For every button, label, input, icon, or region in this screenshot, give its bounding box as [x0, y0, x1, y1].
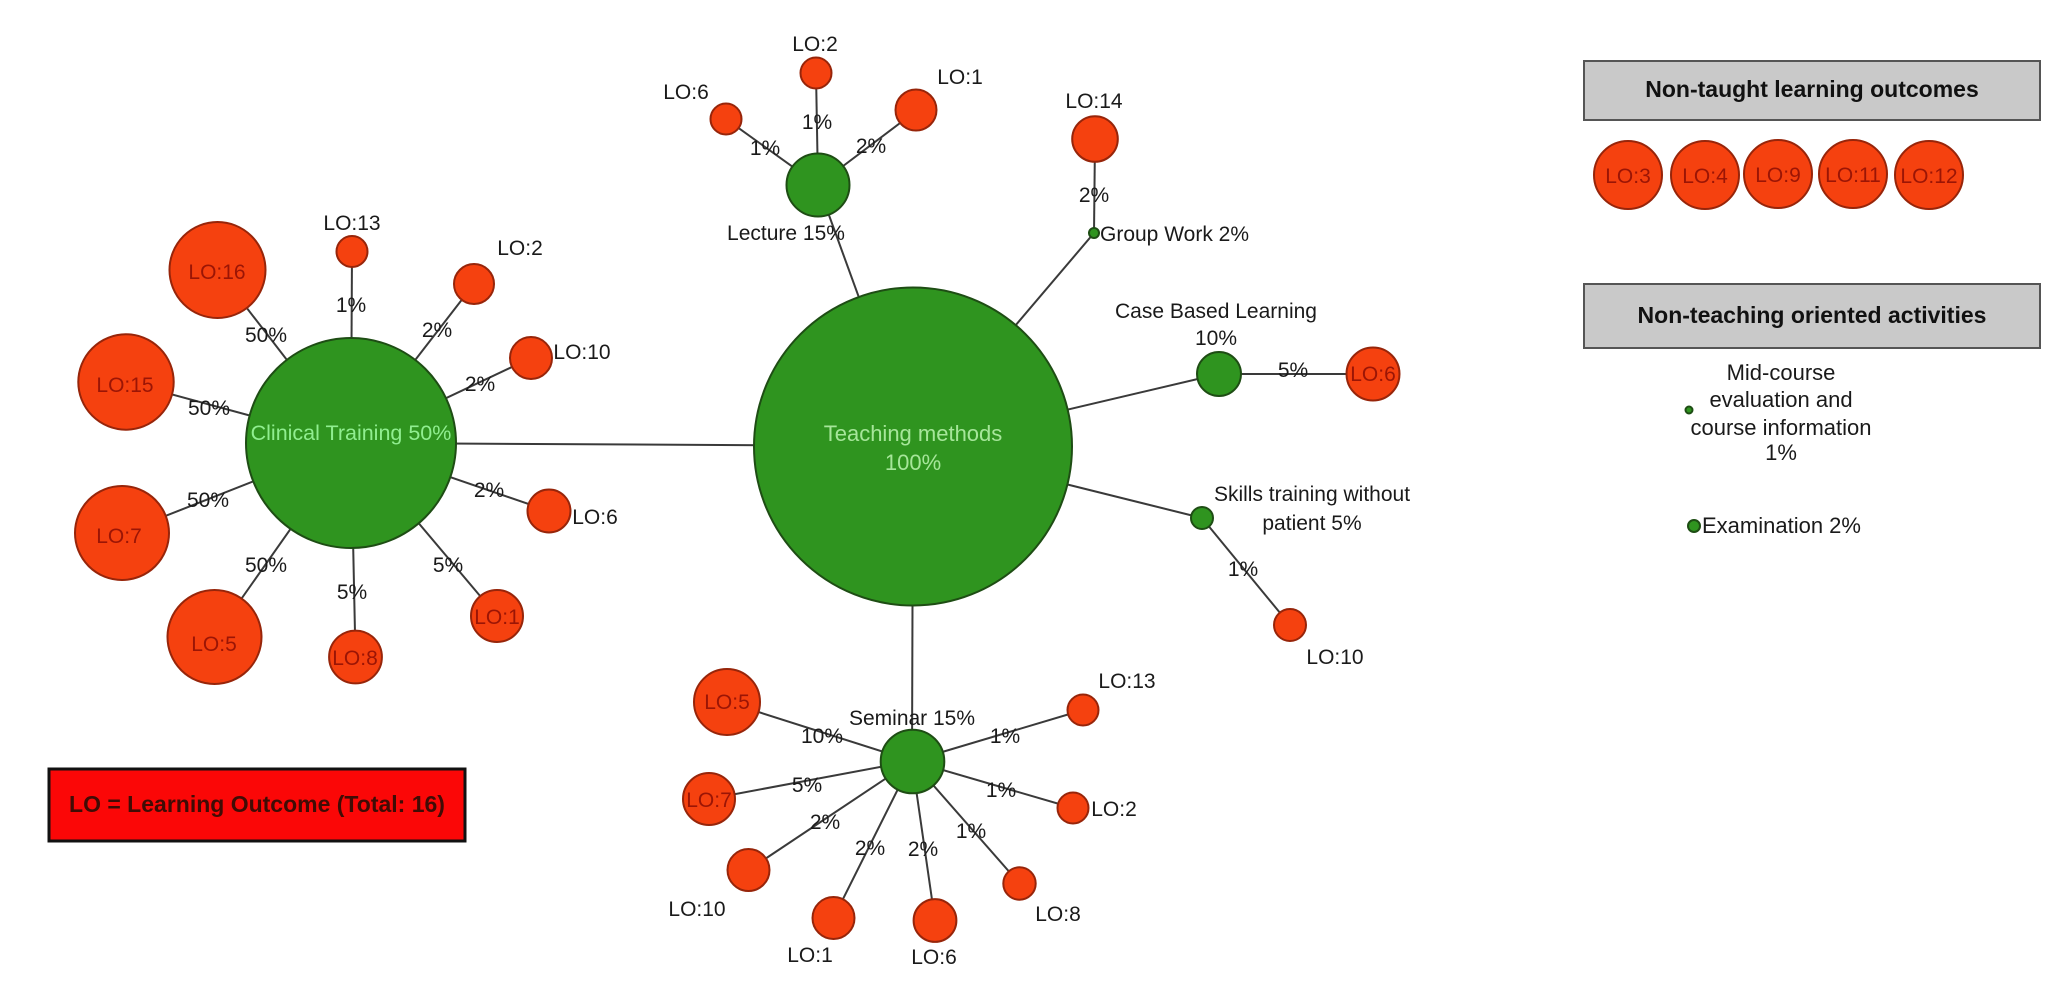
svg-text:course information: course information [1691, 415, 1872, 440]
svg-text:1%: 1% [750, 137, 780, 160]
svg-text:LO:1: LO:1 [787, 944, 833, 967]
svg-text:Examination 2%: Examination 2% [1702, 513, 1861, 538]
svg-text:LO:1: LO:1 [937, 66, 983, 89]
svg-text:LO:10: LO:10 [668, 898, 725, 921]
svg-text:LO:5: LO:5 [704, 691, 750, 714]
svg-text:LO:10: LO:10 [553, 341, 610, 364]
svg-text:2%: 2% [908, 838, 938, 861]
svg-text:1%: 1% [1765, 440, 1797, 465]
svg-text:LO:16: LO:16 [188, 261, 245, 284]
svg-text:LO:6: LO:6 [1350, 363, 1396, 386]
svg-text:50%: 50% [188, 397, 230, 420]
svg-text:Teaching methods: Teaching methods [824, 421, 1003, 446]
svg-text:Non-teaching oriented activiti: Non-teaching oriented activities [1638, 302, 1987, 328]
svg-text:2%: 2% [855, 837, 885, 860]
svg-text:LO:6: LO:6 [911, 946, 957, 969]
svg-text:Seminar 15%: Seminar 15% [849, 707, 975, 730]
svg-text:patient 5%: patient 5% [1262, 512, 1361, 535]
svg-text:10%: 10% [801, 725, 843, 748]
svg-text:5%: 5% [792, 774, 822, 797]
svg-text:LO:6: LO:6 [663, 81, 709, 104]
svg-text:LO:13: LO:13 [323, 212, 380, 235]
svg-text:LO:10: LO:10 [1306, 646, 1363, 669]
svg-text:50%: 50% [245, 324, 287, 347]
svg-text:LO = Learning Outcome (Total:: LO = Learning Outcome (Total: 16) [69, 791, 445, 817]
svg-text:5%: 5% [1278, 359, 1308, 382]
svg-text:50%: 50% [245, 554, 287, 577]
svg-text:LO:11: LO:11 [1825, 164, 1881, 187]
svg-text:LO:2: LO:2 [1091, 798, 1137, 821]
svg-text:Non-taught learning outcomes: Non-taught learning outcomes [1645, 76, 1979, 102]
svg-text:Group Work 2%: Group Work 2% [1100, 223, 1249, 246]
svg-text:2%: 2% [465, 373, 495, 396]
svg-text:1%: 1% [802, 111, 832, 134]
svg-text:LO:6: LO:6 [572, 506, 618, 529]
svg-text:1%: 1% [1228, 558, 1258, 581]
svg-text:1%: 1% [336, 294, 366, 317]
svg-text:2%: 2% [422, 319, 452, 342]
svg-text:1%: 1% [990, 725, 1020, 748]
svg-text:Mid-course: Mid-course [1727, 360, 1836, 385]
svg-text:LO:1: LO:1 [474, 606, 520, 629]
svg-text:2%: 2% [810, 811, 840, 834]
svg-text:50%: 50% [187, 489, 229, 512]
svg-text:LO:4: LO:4 [1682, 165, 1728, 188]
svg-text:LO:8: LO:8 [1035, 903, 1081, 926]
svg-text:LO:8: LO:8 [332, 647, 378, 670]
svg-text:LO:7: LO:7 [686, 789, 732, 812]
svg-text:1%: 1% [956, 820, 986, 843]
svg-text:5%: 5% [337, 581, 367, 604]
svg-text:LO:3: LO:3 [1605, 165, 1651, 188]
svg-text:LO:9: LO:9 [1755, 164, 1801, 187]
svg-text:Clinical Training 50%: Clinical Training 50% [251, 421, 452, 445]
svg-text:10%: 10% [1195, 327, 1237, 350]
svg-text:LO:13: LO:13 [1098, 670, 1155, 693]
svg-text:LO:2: LO:2 [792, 33, 838, 56]
svg-text:LO:5: LO:5 [191, 633, 237, 656]
svg-text:LO:7: LO:7 [96, 525, 142, 548]
svg-text:LO:2: LO:2 [497, 237, 543, 260]
svg-text:Skills training without: Skills training without [1214, 483, 1410, 506]
svg-text:LO:15: LO:15 [96, 374, 153, 397]
svg-text:LO:12: LO:12 [1900, 165, 1957, 188]
svg-text:2%: 2% [1079, 184, 1109, 207]
svg-text:Lecture 15%: Lecture 15% [727, 222, 845, 245]
svg-text:1%: 1% [986, 779, 1016, 802]
svg-text:2%: 2% [474, 479, 504, 502]
svg-text:LO:14: LO:14 [1065, 90, 1123, 113]
svg-text:Case Based Learning: Case Based Learning [1115, 300, 1317, 323]
svg-text:100%: 100% [885, 450, 941, 475]
svg-text:2%: 2% [856, 135, 886, 158]
svg-text:evaluation and: evaluation and [1709, 387, 1852, 412]
svg-text:5%: 5% [433, 554, 463, 577]
